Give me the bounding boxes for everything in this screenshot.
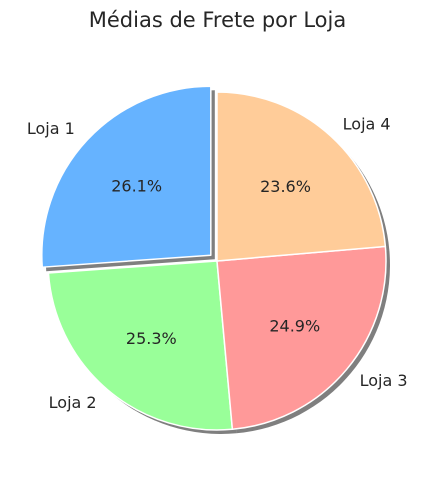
slice-label-loja-1: Loja 1: [27, 119, 75, 138]
pie-slice-loja-3: [216, 245, 387, 431]
pie-slices-group: [41, 85, 387, 431]
pie-labels-group: Loja 1 26.1% Loja 2 25.3% Loja 3 24.9% Loja 4 2…: [27, 114, 408, 412]
slice-label-loja-2: Loja 2: [49, 393, 97, 412]
slice-percent-loja-3: 24.9%: [269, 317, 320, 336]
pie-slice-loja-4: [216, 91, 387, 262]
slice-label-loja-4: Loja 4: [343, 114, 391, 133]
slice-percent-loja-1: 26.1%: [111, 177, 162, 196]
slice-percent-loja-4: 23.6%: [260, 177, 311, 196]
pie-slice-loja-2: [47, 260, 234, 431]
slice-label-loja-3: Loja 3: [360, 371, 408, 390]
slice-percent-loja-2: 25.3%: [126, 329, 177, 348]
pie-slice-loja-1: [41, 85, 212, 268]
chart-title: Médias de Frete por Loja: [88, 8, 347, 32]
